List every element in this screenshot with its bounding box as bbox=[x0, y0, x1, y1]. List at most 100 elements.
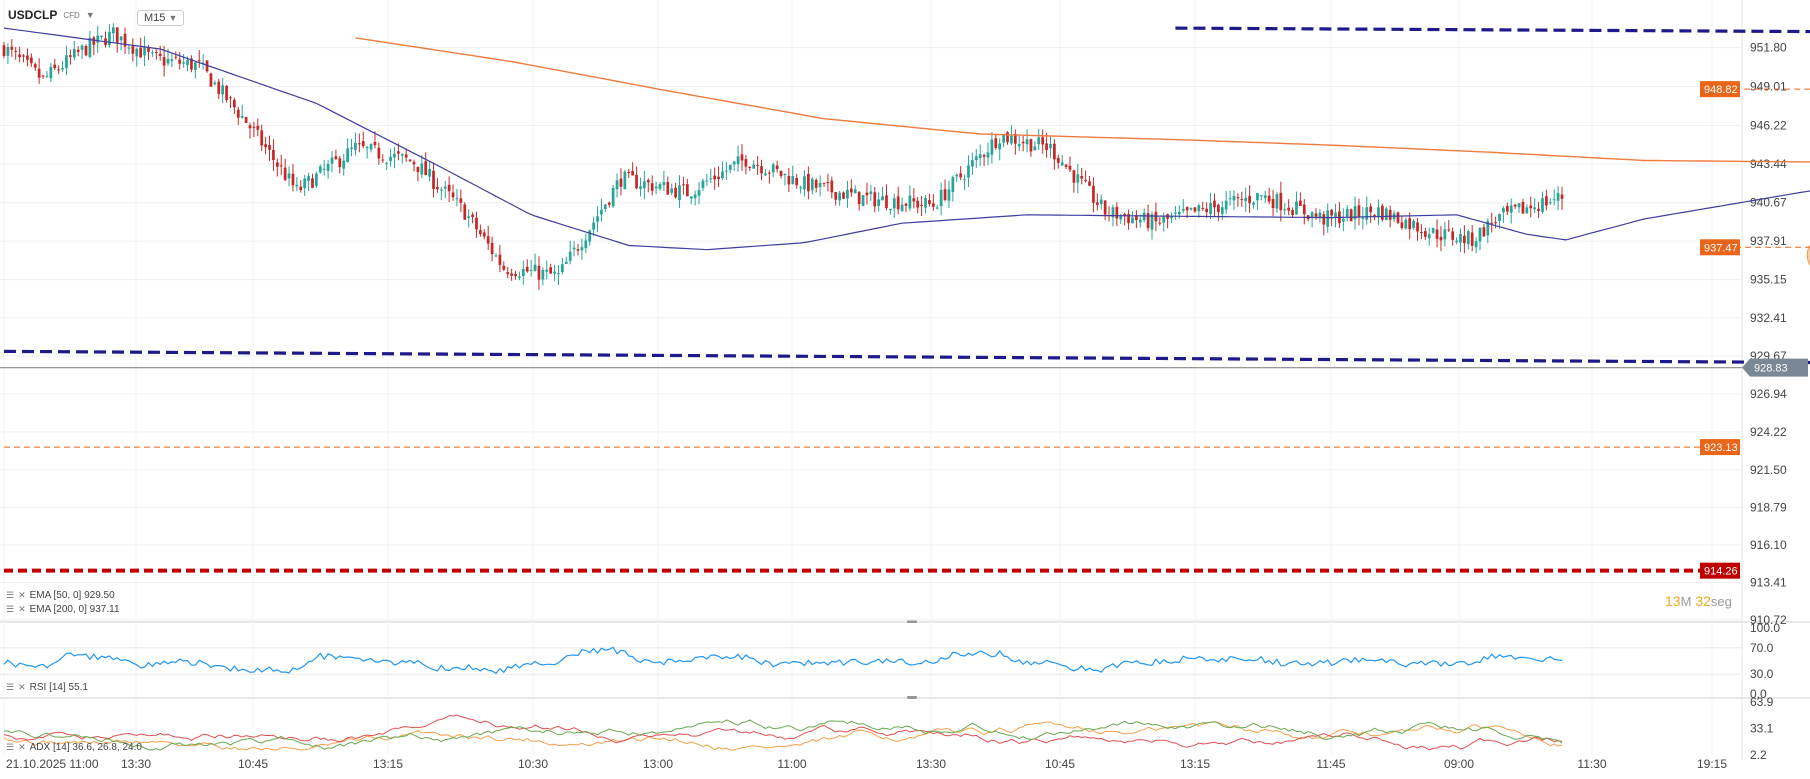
candle bbox=[447, 184, 451, 192]
candle bbox=[1310, 212, 1314, 218]
candle bbox=[666, 182, 670, 195]
candle bbox=[529, 269, 533, 271]
legend-ema50[interactable]: ☰ ✕ EMA [50, 0] 929.50 bbox=[6, 590, 115, 601]
candle bbox=[1299, 200, 1302, 206]
candle bbox=[650, 183, 654, 191]
candle bbox=[814, 179, 818, 188]
candle bbox=[951, 177, 955, 193]
candle bbox=[1084, 180, 1087, 182]
candle bbox=[357, 143, 361, 145]
close-icon[interactable]: ✕ bbox=[18, 742, 26, 752]
candle bbox=[322, 168, 326, 170]
candle bbox=[88, 37, 92, 57]
candle bbox=[646, 180, 650, 183]
rsi-tick-label: 70.0 bbox=[1750, 641, 1774, 655]
candle bbox=[1396, 212, 1400, 223]
candle bbox=[1162, 216, 1166, 223]
close-icon[interactable]: ✕ bbox=[18, 590, 26, 600]
close-icon[interactable]: ✕ bbox=[18, 682, 26, 692]
candle bbox=[96, 35, 100, 43]
candle bbox=[209, 73, 213, 87]
candle bbox=[1224, 200, 1228, 210]
candle bbox=[857, 191, 861, 205]
candle bbox=[1037, 137, 1041, 145]
candle bbox=[873, 192, 877, 207]
candle bbox=[904, 203, 908, 206]
candle bbox=[1088, 181, 1091, 186]
candle bbox=[1470, 232, 1474, 246]
time-tick-label: 13:15 bbox=[1180, 757, 1210, 771]
candle bbox=[689, 196, 693, 199]
settings-icon[interactable]: ☰ bbox=[6, 682, 15, 692]
candle bbox=[100, 35, 103, 37]
candle bbox=[971, 160, 974, 167]
candle bbox=[166, 58, 170, 64]
candle bbox=[600, 209, 603, 215]
candle bbox=[510, 273, 513, 276]
candle bbox=[670, 188, 674, 193]
candle bbox=[225, 85, 228, 100]
timeframe-select[interactable]: M15 ▼ bbox=[137, 10, 185, 26]
settings-icon[interactable]: ☰ bbox=[6, 604, 15, 614]
resize-handle-icon[interactable] bbox=[907, 620, 917, 623]
candle bbox=[1361, 217, 1365, 219]
resize-handle-icon[interactable] bbox=[907, 696, 917, 699]
candle bbox=[506, 272, 510, 275]
candle bbox=[1373, 214, 1376, 216]
candle bbox=[2, 45, 6, 56]
symbol-name[interactable]: USDCLP bbox=[8, 8, 58, 22]
candle bbox=[1459, 233, 1462, 243]
candle bbox=[10, 46, 14, 50]
candle bbox=[1127, 214, 1130, 224]
candle bbox=[912, 198, 916, 202]
candle bbox=[1259, 195, 1263, 197]
candle bbox=[1420, 232, 1423, 234]
candle bbox=[1076, 174, 1080, 183]
candle bbox=[1431, 227, 1435, 233]
candle bbox=[424, 161, 428, 176]
candle bbox=[1400, 222, 1404, 228]
settings-icon[interactable]: ☰ bbox=[6, 742, 15, 752]
candle bbox=[330, 157, 334, 164]
candle bbox=[1244, 197, 1248, 202]
chevron-down-icon[interactable]: ▼ bbox=[85, 10, 95, 20]
candle bbox=[61, 67, 64, 70]
candle bbox=[1345, 208, 1349, 217]
rsi-tick-label: 30.0 bbox=[1750, 667, 1774, 681]
settings-icon[interactable]: ☰ bbox=[6, 590, 15, 600]
candle bbox=[1177, 211, 1181, 215]
legend-rsi[interactable]: ☰ ✕ RSI [14] 55.1 bbox=[6, 682, 88, 693]
candle bbox=[1349, 209, 1353, 222]
candle bbox=[1529, 205, 1533, 209]
candle bbox=[287, 173, 291, 179]
symbol-header[interactable]: USDCLP CFD ▼ bbox=[8, 8, 95, 22]
time-tick-label: 11:45 bbox=[1316, 757, 1345, 771]
legend-adx[interactable]: ☰ ✕ ADX [14] 36.6, 26.8, 24.0 bbox=[6, 742, 142, 753]
timeframe-value: M15 bbox=[144, 12, 166, 24]
price-tick-label: 951.80 bbox=[1750, 41, 1787, 55]
candle bbox=[592, 222, 595, 230]
candle bbox=[1287, 207, 1291, 211]
countdown-seconds: 32 bbox=[1695, 593, 1711, 609]
candle bbox=[955, 174, 959, 177]
candle bbox=[1451, 231, 1455, 240]
candle bbox=[193, 62, 197, 70]
candle bbox=[412, 161, 416, 165]
candle bbox=[572, 247, 576, 250]
candle bbox=[443, 186, 447, 189]
candle bbox=[603, 204, 607, 209]
candle bbox=[771, 164, 775, 173]
candle bbox=[260, 130, 264, 146]
candle bbox=[760, 166, 763, 174]
close-icon[interactable]: ✕ bbox=[18, 604, 26, 614]
candle bbox=[1006, 132, 1009, 143]
candle bbox=[307, 176, 310, 181]
candle bbox=[1275, 194, 1279, 209]
candle bbox=[303, 178, 307, 189]
legend-ema200[interactable]: ☰ ✕ EMA [200, 0] 937.11 bbox=[6, 604, 120, 615]
candle bbox=[256, 125, 260, 130]
candle bbox=[736, 156, 740, 165]
candle bbox=[834, 191, 838, 200]
candle bbox=[553, 271, 556, 274]
